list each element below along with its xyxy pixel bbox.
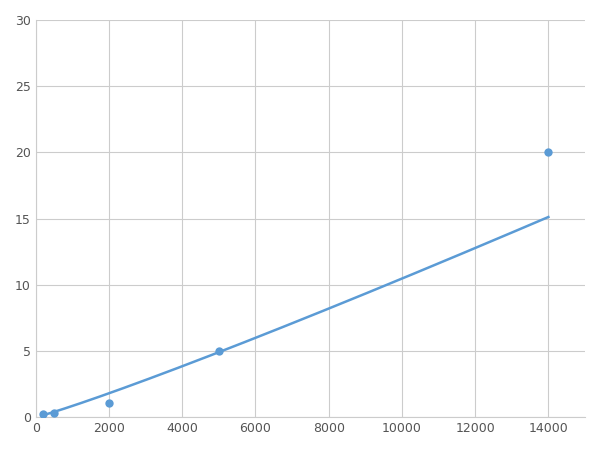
- Point: [214, 347, 224, 355]
- Point: [49, 409, 59, 416]
- Point: [544, 149, 553, 156]
- Point: [38, 411, 48, 418]
- Point: [104, 399, 114, 406]
